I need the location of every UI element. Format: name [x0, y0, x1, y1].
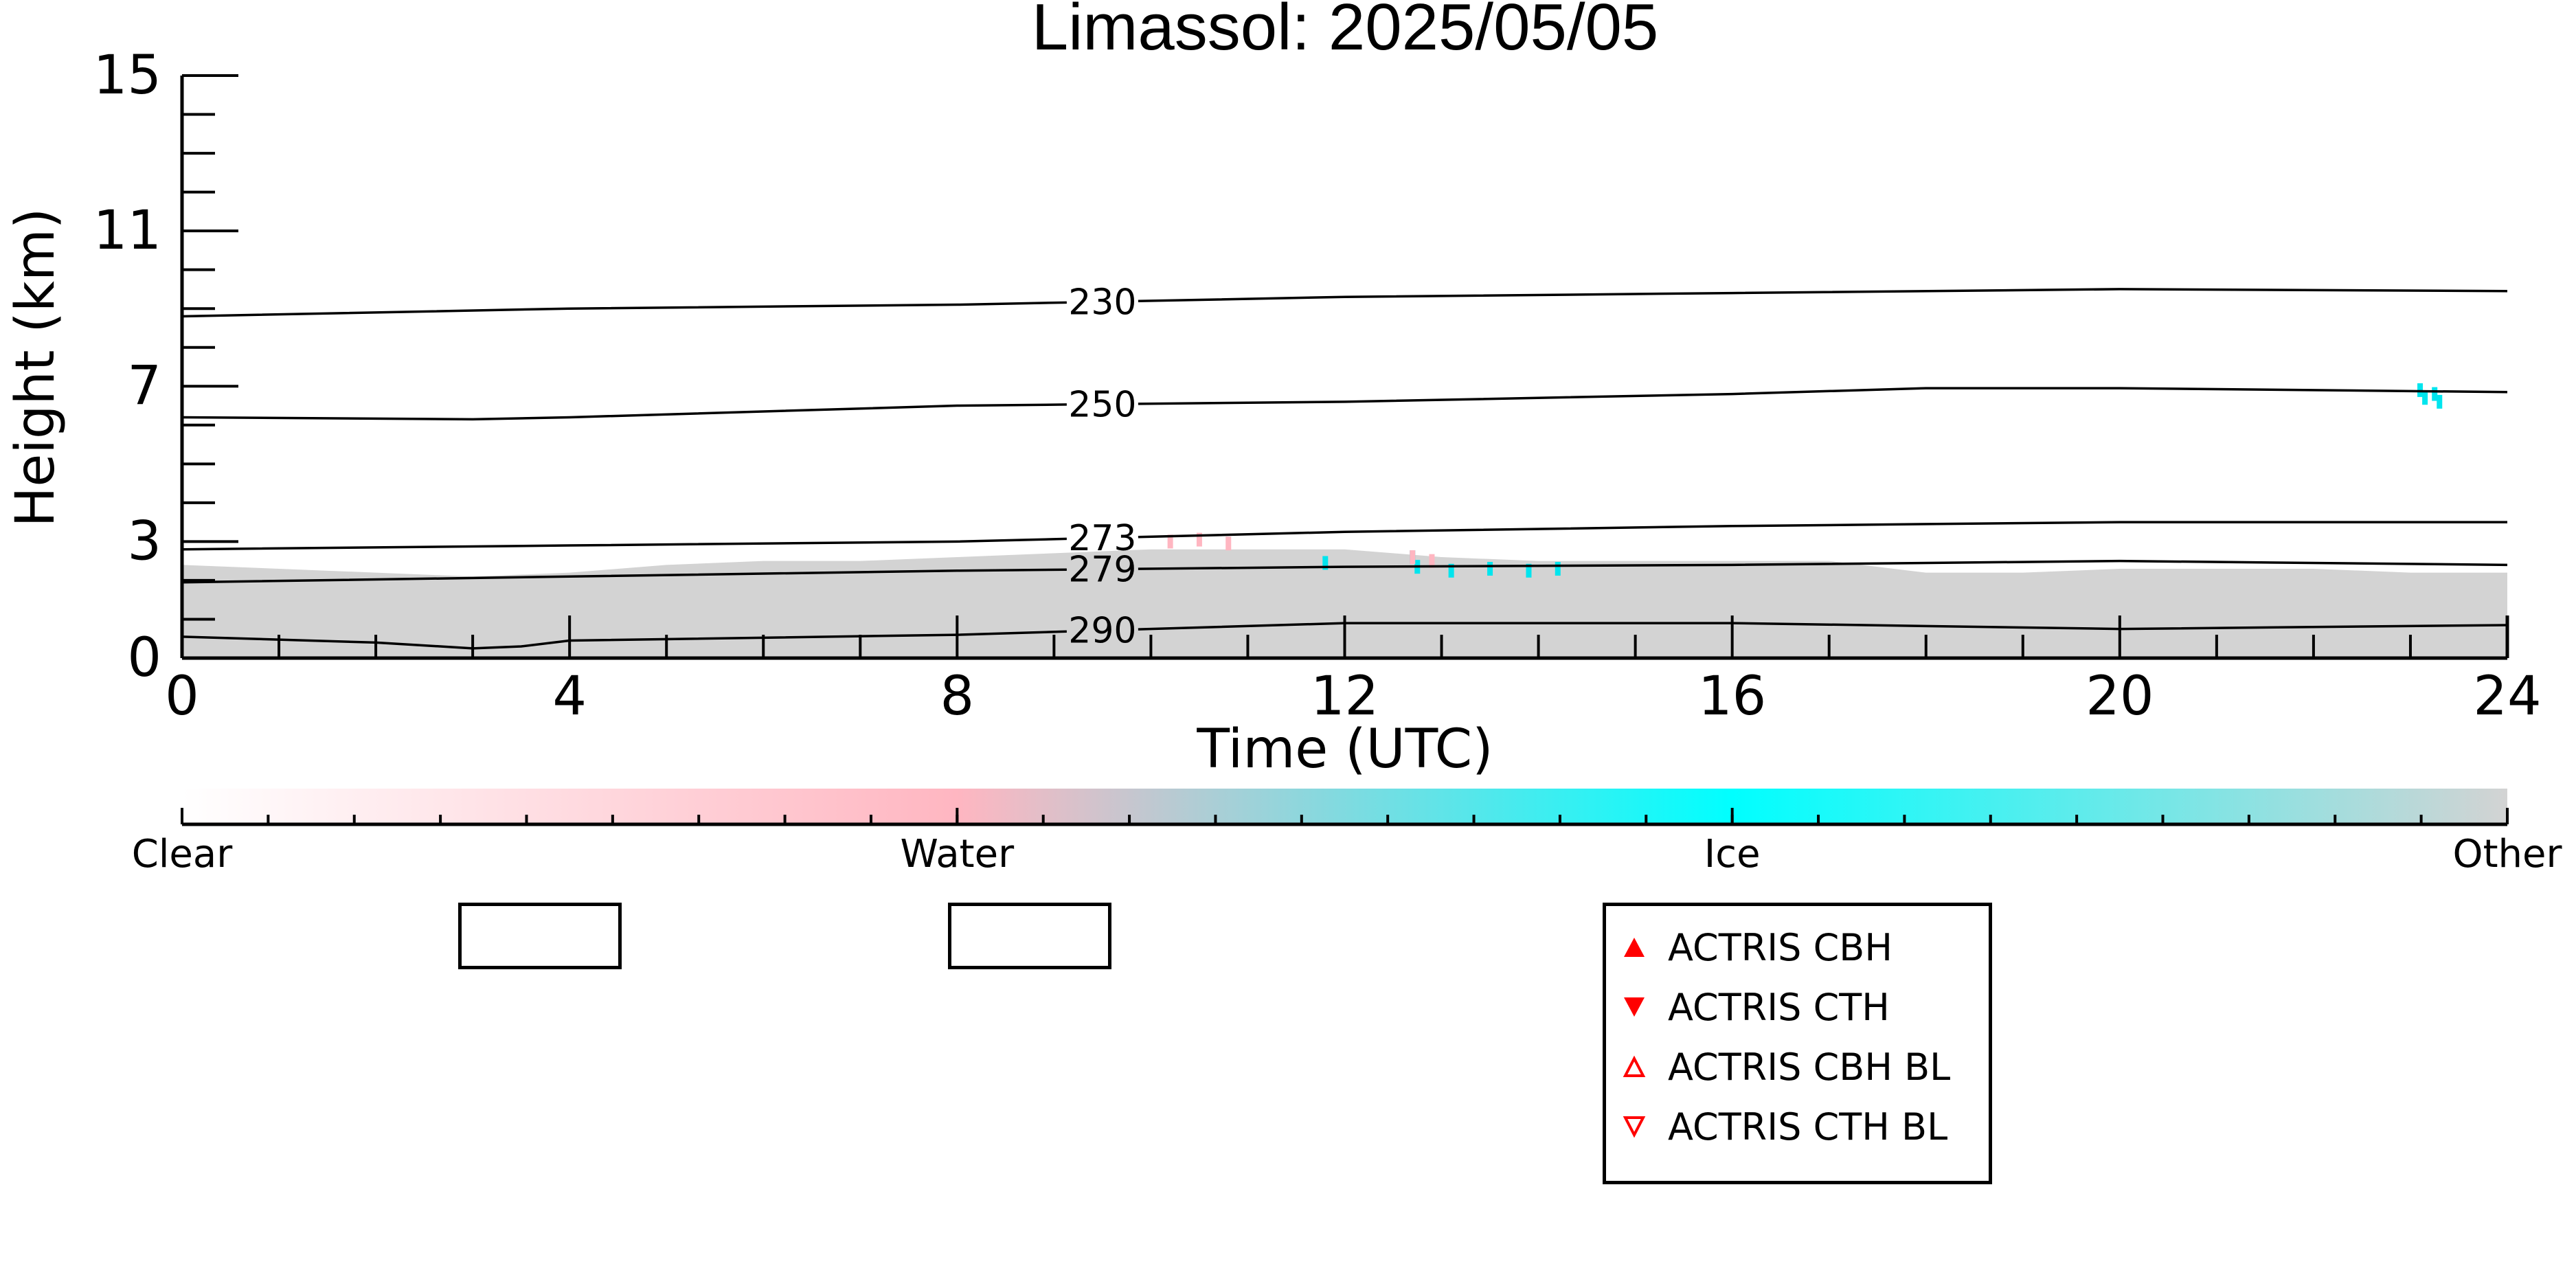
classification-point [1196, 532, 1202, 547]
classification-point [1555, 561, 1561, 576]
y-tick-label: 11 [93, 200, 161, 262]
triangle-down-filled-icon [1620, 993, 1649, 1021]
triangle-up-filled-icon [1620, 933, 1649, 962]
x-tick-label: 20 [2086, 666, 2154, 727]
colorbar-label: Clear [132, 832, 233, 877]
classification-point [1448, 563, 1454, 578]
legend-entry-actris-cbh-bl: ACTRIS CBH BL [1620, 1039, 1950, 1094]
legend-box-empty-left [458, 903, 622, 969]
triangle-down-open-icon [1620, 1112, 1649, 1141]
contour-line [1138, 288, 2508, 303]
y-tick-label: 7 [127, 355, 161, 417]
classification-point [1526, 563, 1532, 578]
classification-point [1429, 554, 1435, 568]
colorbar-label: Ice [1704, 832, 1761, 877]
contour-line [1138, 521, 2507, 539]
contour-line [181, 403, 1067, 421]
x-tick-label: 16 [1698, 666, 1766, 727]
x-tick-label: 24 [2473, 666, 2541, 727]
y-tick-label: 15 [93, 45, 161, 106]
legend-label: ACTRIS CTH [1668, 985, 1890, 1029]
classification-point [1487, 561, 1493, 576]
actris-legend: ACTRIS CBH ACTRIS CTH ACTRIS CBH BL ACTR… [1603, 903, 1992, 1184]
colorbar-label: Water [901, 832, 1015, 877]
x-tick-label: 8 [940, 666, 975, 727]
legend-label: ACTRIS CBH BL [1668, 1045, 1951, 1089]
classification-point [2437, 394, 2443, 409]
classification-point [1410, 550, 1416, 565]
contour-label: 290 [1068, 611, 1136, 652]
axes: 0 3 7 11 15 0 4 8 12 16 20 24 [93, 45, 2542, 727]
x-axis-label: Time (UTC) [1196, 719, 1493, 780]
contour-label: 250 [1068, 384, 1136, 425]
contour-line [181, 537, 1067, 551]
classification-point [1167, 534, 1173, 549]
x-tick-label: 12 [1311, 666, 1379, 727]
x-tick-label: 0 [165, 666, 199, 727]
plot-area [182, 383, 2507, 658]
classification-point [2432, 387, 2438, 401]
classification-point [2422, 391, 2428, 405]
legend-entry-actris-cth-bl: ACTRIS CTH BL [1620, 1099, 1947, 1154]
contour-label: 273 [1068, 518, 1136, 559]
classification-point [1322, 556, 1329, 570]
contour-label: 279 [1068, 550, 1136, 591]
legend-box-empty-middle [948, 903, 1111, 969]
classification-colorbar: Clear Water Ice Other [132, 789, 2562, 877]
legend-entry-actris-cth: ACTRIS CTH [1620, 980, 1890, 1035]
y-tick-label: 0 [127, 627, 161, 689]
contour-line [1138, 559, 2508, 570]
contour-line [181, 568, 1067, 584]
legend-entry-actris-cbh: ACTRIS CBH [1620, 920, 1893, 975]
y-tick-label: 3 [127, 510, 161, 572]
contour-label: 230 [1068, 282, 1136, 323]
chart-title: Limassol: 2025/05/05 [1032, 0, 1659, 64]
colorbar-gradient [182, 789, 2507, 824]
contour-line [181, 301, 1067, 318]
legend-label: ACTRIS CBH [1668, 925, 1893, 969]
colorbar-label: Other [2452, 832, 2562, 877]
classification-point [1225, 536, 1232, 551]
legend-label: ACTRIS CTH BL [1668, 1105, 1948, 1149]
contour-line [1138, 387, 2508, 405]
triangle-up-open-icon [1620, 1052, 1649, 1081]
x-tick-label: 4 [552, 666, 587, 727]
y-axis-label: Height (km) [5, 208, 67, 528]
cloud-field-area [182, 549, 2507, 658]
